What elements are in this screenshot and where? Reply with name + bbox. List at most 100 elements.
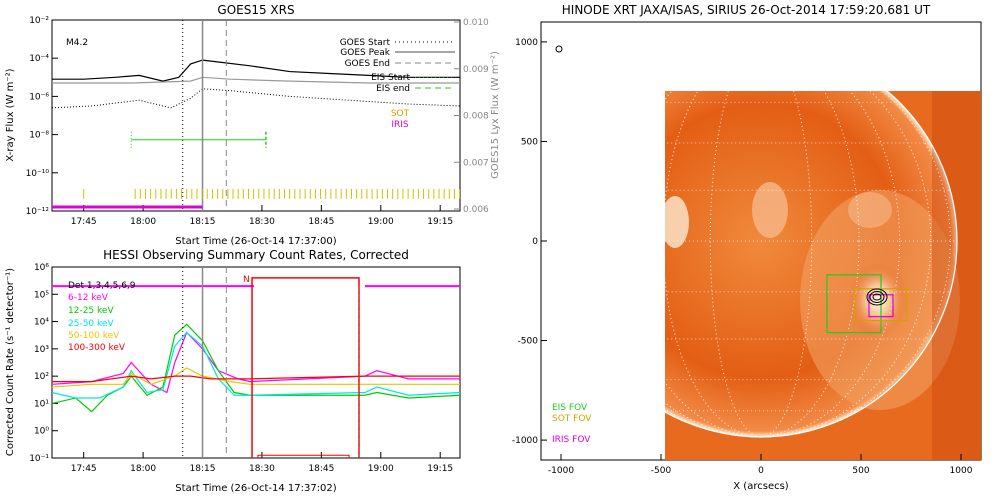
- hessi-series-6-12-keV: [52, 331, 460, 394]
- solar-north-marker: [555, 45, 563, 53]
- xrt-y-tick-label: 1000: [515, 38, 538, 48]
- goes-y-tick-label: 10⁻¹²: [26, 207, 50, 217]
- legend-50-100-kev: 50-100 keV: [68, 331, 120, 341]
- hessi-y-tick-label: 10⁵: [34, 290, 49, 300]
- hessi-y-label: Corrected Count Rate (s⁻¹ detector⁻¹): [5, 268, 16, 456]
- hessi-y-tick-label: 10⁻¹: [29, 454, 49, 464]
- xrt-x-tick-label: 500: [852, 466, 869, 476]
- hessi-detectors: Det 1,3,4,5,6,9: [68, 281, 136, 291]
- goes-xrs-panel: GOES15 XRS 17:45 18:00 18:15 18:30 18:45 19:0…: [5, 3, 501, 247]
- legend-eis-fov: EIS FOV: [552, 403, 588, 413]
- bright-patch-limb: [665, 196, 689, 248]
- hessi-series-12-25-keV: [52, 323, 460, 413]
- goes-y2-tick-label: 0.008: [463, 112, 489, 122]
- flare-contours: [866, 288, 888, 306]
- hessi-plot-frame: [51, 266, 461, 459]
- hessi-series-100-300-keV: [52, 375, 460, 383]
- hessi-x-tick-label: 19:00: [368, 464, 394, 474]
- solar-limb: [564, 44, 958, 438]
- xrt-x-tick-label: 0: [758, 466, 764, 476]
- legend-iris: IRIS: [391, 120, 409, 130]
- goes-x-tick-label: 18:45: [308, 217, 334, 227]
- legend-sot-fov: SOT FOV: [552, 414, 592, 424]
- longitude-line: [665, 91, 860, 438]
- legend-eis-start: EIS Start: [371, 73, 410, 83]
- fov-boxes: [826, 274, 908, 334]
- goes-y2-tick-label: 0.010: [463, 18, 489, 28]
- goes-y-tick-label: 10⁻⁸: [29, 131, 49, 141]
- iris-fov-box: [868, 294, 894, 318]
- hessi-x-label: Start Time (26-Oct-14 17:37:02): [175, 483, 336, 494]
- longitude-line: [665, 91, 932, 438]
- hessi-y-tick-label: 10²: [34, 372, 49, 382]
- goes-x-tick-label: 18:00: [130, 217, 156, 227]
- goes-y-tick-label: 10⁻⁴: [29, 54, 49, 64]
- goes-series-lyx: [52, 76, 460, 84]
- xrt-x-tick-label: 1000: [950, 466, 973, 476]
- legend-25-50-kev: 25-50 keV: [68, 319, 114, 329]
- goes-y-tick-label: 10⁻¹⁰: [26, 169, 50, 179]
- legend-iris-fov: IRIS FOV: [552, 435, 591, 445]
- legend-goes-end: GOES End: [345, 59, 390, 69]
- bright-patch-center: [752, 182, 788, 238]
- hessi-axis-ticks: 17:45 18:00 18:15 18:30 18:45 19:00 19:15 10⁻¹ 1…: [29, 263, 453, 474]
- hessi-night-bracket: [251, 277, 360, 458]
- xrt-image: [665, 91, 981, 460]
- hessi-y-tick-label: 10⁴: [34, 318, 49, 328]
- goes-axis-ticks: 17:45 18:00 18:15 18:30 18:45 19:00 19:15 10⁻¹²…: [26, 16, 489, 227]
- legend-goes-peak: GOES Peak: [340, 48, 390, 58]
- contour-2: [869, 291, 885, 303]
- goes-legend: GOES Start GOES Peak GOES End EIS Start …: [340, 38, 455, 130]
- legend-eis-end: EIS end: [376, 84, 410, 94]
- hessi-x-tick-label: 17:45: [71, 464, 97, 474]
- goes-y2-tick-label: 0.007: [463, 158, 489, 168]
- goes-y-tick-label: 10⁻²: [29, 16, 49, 26]
- hessi-y-tick-label: 10⁰: [34, 427, 49, 437]
- longitude-line: [665, 91, 951, 438]
- hessi-panel: HESSI Observing Summary Count Rates, Cor…: [5, 248, 461, 494]
- goes-y2-tick-label: 0.006: [463, 205, 489, 215]
- xrt-x-tick-label: -500: [651, 466, 672, 476]
- legend-6-12-kev: 6-12 keV: [68, 293, 109, 303]
- hessi-series: [52, 267, 460, 458]
- hessi-x-tick-label: 18:15: [190, 464, 216, 474]
- goes-y-label: X-ray Flux (W m⁻²): [5, 68, 16, 161]
- goes-y-tick-label: 10⁻⁶: [29, 92, 49, 102]
- hessi-series-50-100-keV: [52, 367, 460, 388]
- xrt-y-tick-label: -1000: [512, 436, 538, 446]
- goes-x-tick-label: 18:30: [249, 217, 275, 227]
- goes-x-tick-label: 19:00: [368, 217, 394, 227]
- hessi-x-tick-label: 18:45: [308, 464, 334, 474]
- goes-series-short-channel: [52, 88, 460, 109]
- xrt-y-tick-label: -500: [518, 337, 539, 347]
- goes-series: [52, 20, 460, 211]
- hessi-saa-bracket: [257, 454, 350, 458]
- goes-x-label: Start Time (26-Oct-14 17:37:00): [175, 236, 336, 247]
- xrt-y-tick-label: 0: [532, 237, 538, 247]
- off-limb-region: [932, 91, 981, 460]
- bright-patch-upper: [848, 192, 892, 228]
- legend-sot: SOT: [391, 109, 410, 119]
- hessi-x-tick-label: 19:15: [427, 464, 453, 474]
- goes-y2-label: GOES15 Lyx Flux (W m⁻²): [490, 51, 501, 179]
- legend-100-300-kev: 100-300 keV: [68, 343, 126, 353]
- hessi-y-tick-label: 10³: [34, 345, 49, 355]
- hessi-title: HESSI Observing Summary Count Rates, Cor…: [103, 248, 409, 262]
- contour-3: [872, 293, 882, 301]
- xrt-x-label: X (arcsecs): [733, 481, 789, 492]
- goes-flare-class: M4.2: [66, 38, 88, 48]
- legend-goes-start: GOES Start: [340, 38, 391, 48]
- xrt-axis-ticks: -1000 -500 0 500 1000 -1000 -500 0 500 1000: [512, 38, 973, 476]
- xrt-image-panel: HINODE XRT JAXA/ISAS, SIRIUS 26-Oct-2014…: [512, 3, 982, 492]
- xrt-x-tick-label: -1000: [548, 466, 574, 476]
- hessi-y-tick-label: 10¹: [34, 399, 49, 409]
- hessi-legend: Det 1,3,4,5,6,9 6-12 keV 12-25 keV 25-50…: [68, 281, 136, 353]
- xrt-y-tick-label: 500: [521, 137, 538, 147]
- hessi-series-25-50-keV: [52, 331, 460, 399]
- goes-x-tick-label: 19:15: [427, 217, 453, 227]
- goes-title: GOES15 XRS: [217, 3, 294, 17]
- xrt-title: HINODE XRT JAXA/ISAS, SIRIUS 26-Oct-2014…: [562, 3, 931, 17]
- goes-y2-tick-label: 0.009: [463, 65, 489, 75]
- hessi-night-label: N: [243, 275, 250, 285]
- goes-x-tick-label: 18:15: [190, 217, 216, 227]
